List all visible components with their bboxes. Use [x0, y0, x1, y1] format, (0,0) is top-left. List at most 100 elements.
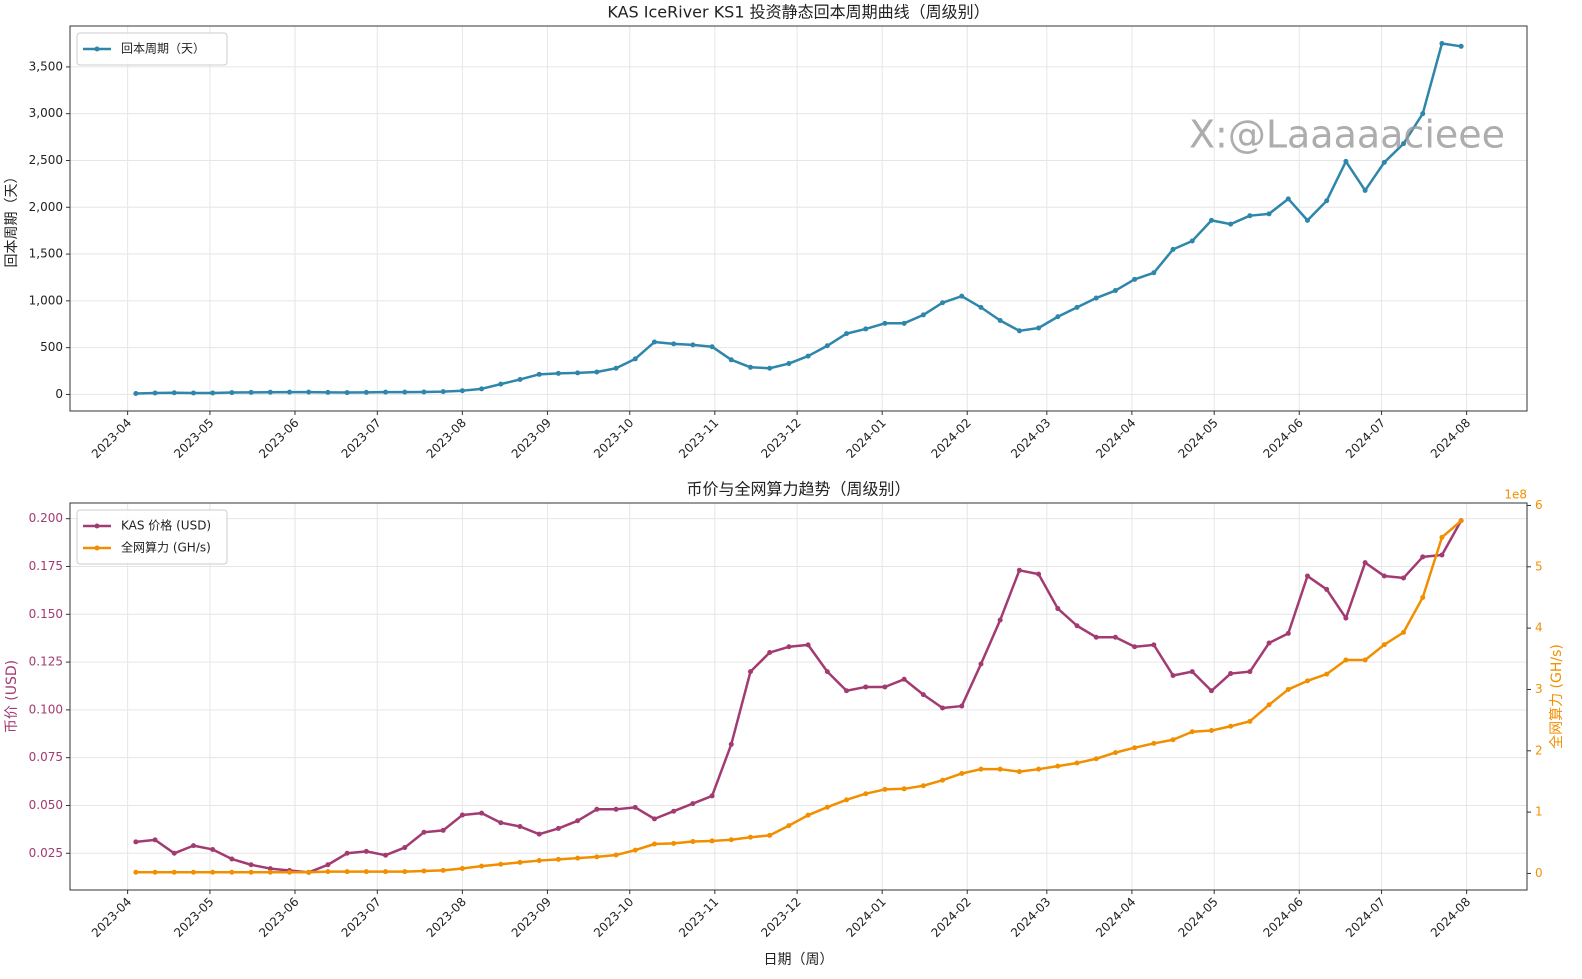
y2-tick-label: 2 — [1535, 743, 1543, 757]
series-marker — [536, 831, 542, 837]
series-marker — [190, 869, 196, 875]
series-marker — [940, 777, 946, 783]
series-marker — [344, 390, 350, 396]
series-marker — [709, 838, 715, 844]
series-marker — [940, 300, 946, 306]
x-tick-label: 2024-01 — [843, 895, 888, 940]
series-marker — [555, 370, 561, 376]
legend-label: KAS 价格 (USD) — [121, 518, 211, 533]
y-tick-label: 0 — [55, 387, 63, 401]
series-marker — [210, 390, 216, 396]
series-marker — [190, 390, 196, 396]
series-marker — [1401, 141, 1407, 147]
series-marker — [844, 331, 850, 337]
series-marker — [248, 389, 254, 395]
series-marker — [1055, 763, 1061, 769]
series-marker — [901, 676, 907, 682]
series-marker — [690, 839, 696, 845]
series-marker — [210, 869, 216, 875]
series-marker — [1170, 737, 1176, 743]
series-marker — [1343, 657, 1349, 663]
series-marker — [517, 859, 523, 865]
series-marker — [267, 869, 273, 875]
series-marker — [575, 818, 581, 824]
series-marker — [613, 852, 619, 858]
series-marker — [1285, 630, 1291, 636]
series-marker — [1247, 718, 1253, 724]
y-axis-label: 币价 (USD) — [4, 660, 20, 733]
series-marker — [325, 389, 331, 395]
series-marker — [1112, 634, 1118, 640]
x-tick-label: 2024-05 — [1175, 895, 1220, 940]
series-marker — [402, 845, 408, 851]
series-marker — [863, 684, 869, 690]
y-tick-label: 0.200 — [29, 511, 63, 525]
series-marker — [555, 856, 561, 862]
series-marker — [767, 832, 773, 838]
x-tick-label: 2023-08 — [424, 895, 469, 940]
series-marker — [1304, 217, 1310, 223]
series-marker — [1362, 187, 1368, 193]
series-marker — [133, 869, 139, 875]
series-marker — [440, 827, 446, 833]
series-marker — [1401, 629, 1407, 635]
series-marker — [863, 326, 869, 332]
x-tick-label: 2024-02 — [928, 416, 973, 461]
series-marker — [306, 869, 312, 875]
series-marker — [747, 669, 753, 675]
series-marker — [959, 293, 965, 299]
series-marker — [1208, 688, 1214, 694]
series-marker — [287, 389, 293, 395]
x-tick-label: 2024-06 — [1261, 895, 1306, 940]
x-tick-label: 2024-04 — [1093, 416, 1138, 461]
series-marker — [1112, 750, 1118, 756]
y2-offset-label: 1e8 — [1504, 488, 1527, 502]
series-marker — [171, 390, 177, 396]
series-marker — [1285, 196, 1291, 202]
series-marker — [229, 869, 235, 875]
x-tick-label: 2023-11 — [676, 895, 721, 940]
series-marker — [997, 318, 1003, 324]
series-marker — [171, 850, 177, 856]
series-marker — [421, 868, 427, 874]
series-marker — [709, 793, 715, 799]
series-marker — [632, 847, 638, 853]
series-marker — [1112, 288, 1118, 294]
x-tick-label: 2023-10 — [591, 416, 636, 461]
series-marker — [536, 371, 542, 377]
series-marker — [901, 320, 907, 326]
series-marker — [363, 848, 369, 854]
series-marker — [363, 389, 369, 395]
series-marker — [1266, 702, 1272, 708]
y-tick-label: 0.175 — [29, 559, 63, 573]
series-marker — [824, 343, 830, 349]
series-marker — [248, 869, 254, 875]
series-line — [135, 519, 1462, 874]
series-marker — [479, 810, 485, 816]
series-marker — [1189, 669, 1195, 675]
series-marker — [229, 856, 235, 862]
legend-marker — [94, 545, 100, 551]
chart-title: 币价与全网算力趋势（周级别） — [686, 480, 910, 499]
series-marker — [1228, 221, 1234, 227]
series-marker — [517, 824, 523, 830]
series-marker — [267, 866, 273, 872]
series-marker — [1055, 314, 1061, 320]
series-marker — [1132, 644, 1138, 650]
x-tick-label: 2024-07 — [1343, 416, 1388, 461]
y-tick-label: 2,500 — [29, 153, 63, 167]
series-marker — [402, 389, 408, 395]
series-marker — [479, 863, 485, 869]
series-marker — [229, 390, 235, 396]
series-marker — [1439, 552, 1445, 558]
series-marker — [1074, 760, 1080, 766]
legend-label: 回本周期（天） — [121, 42, 205, 56]
series-marker — [1132, 745, 1138, 751]
y-tick-label: 1,000 — [29, 293, 63, 307]
series-marker — [651, 816, 657, 822]
series-marker — [594, 369, 600, 375]
series-marker — [1170, 672, 1176, 678]
series-marker — [171, 869, 177, 875]
series-marker — [1247, 213, 1253, 219]
series-marker — [671, 808, 677, 814]
